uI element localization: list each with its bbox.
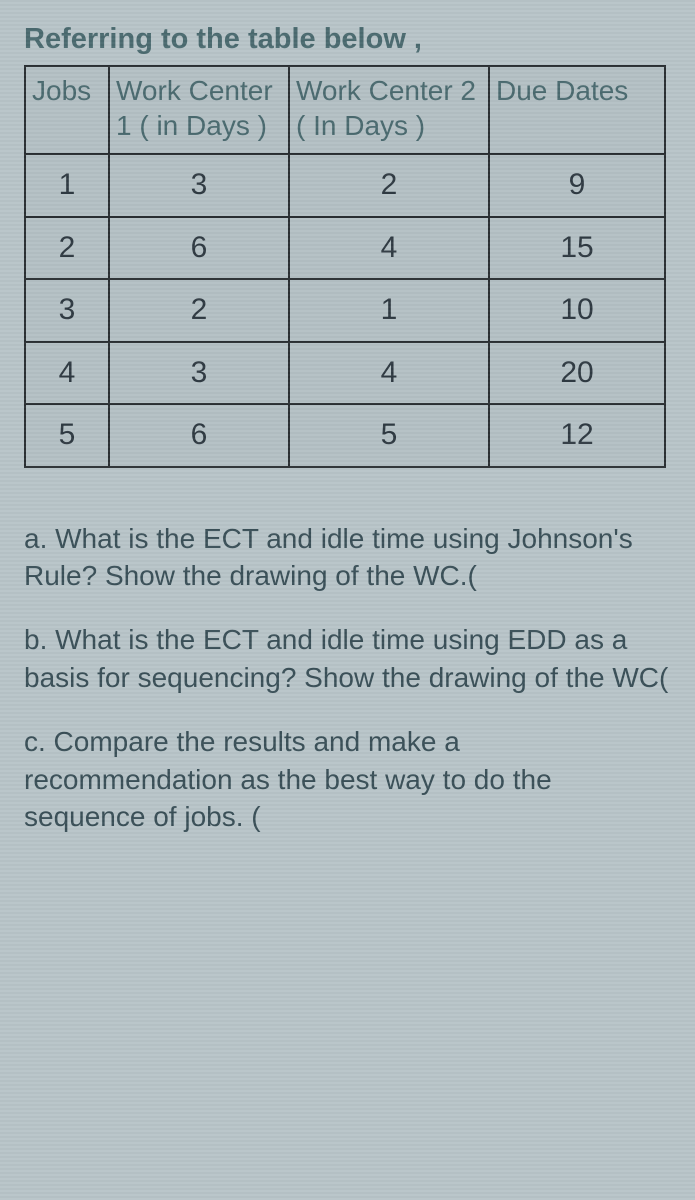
cell: 3 — [109, 154, 289, 217]
question-c: c. Compare the results and make a recomm… — [24, 723, 671, 836]
cell: 4 — [289, 217, 489, 280]
cell: 1 — [25, 154, 109, 217]
question-a: a. What is the ECT and idle time using J… — [24, 520, 671, 596]
table-header-row: Jobs Work Center 1 ( in Days ) Work Cent… — [25, 66, 665, 154]
intro-text: Referring to the table below , — [24, 20, 671, 59]
table-row: 5 6 5 12 — [25, 404, 665, 467]
cell: 2 — [25, 217, 109, 280]
table-row: 2 6 4 15 — [25, 217, 665, 280]
cell: 20 — [489, 342, 665, 405]
table-row: 4 3 4 20 — [25, 342, 665, 405]
cell: 4 — [25, 342, 109, 405]
cell: 1 — [289, 279, 489, 342]
col-header-wc2: Work Center 2 ( In Days ) — [289, 66, 489, 154]
cell: 10 — [489, 279, 665, 342]
cell: 5 — [289, 404, 489, 467]
jobs-table: Jobs Work Center 1 ( in Days ) Work Cent… — [24, 65, 666, 468]
cell: 9 — [489, 154, 665, 217]
cell: 3 — [109, 342, 289, 405]
cell: 2 — [289, 154, 489, 217]
cell: 4 — [289, 342, 489, 405]
col-header-wc1: Work Center 1 ( in Days ) — [109, 66, 289, 154]
cell: 6 — [109, 404, 289, 467]
cell: 15 — [489, 217, 665, 280]
cell: 12 — [489, 404, 665, 467]
questions-block: a. What is the ECT and idle time using J… — [24, 520, 671, 837]
cell: 3 — [25, 279, 109, 342]
col-header-due: Due Dates — [489, 66, 665, 154]
cell: 2 — [109, 279, 289, 342]
question-b: b. What is the ECT and idle time using E… — [24, 621, 671, 697]
table-row: 3 2 1 10 — [25, 279, 665, 342]
cell: 5 — [25, 404, 109, 467]
table-row: 1 3 2 9 — [25, 154, 665, 217]
cell: 6 — [109, 217, 289, 280]
col-header-jobs: Jobs — [25, 66, 109, 154]
